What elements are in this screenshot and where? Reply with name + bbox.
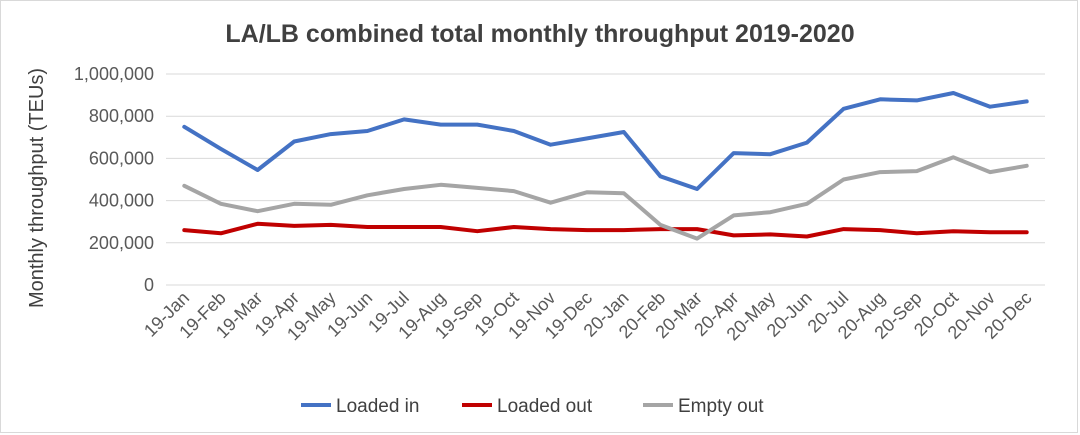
y-tick-label: 600,000 [89,148,154,168]
y-tick-label: 0 [144,275,154,295]
chart-title: LA/LB combined total monthly throughput … [225,20,854,48]
legend-label-loaded-in: Loaded in [336,396,419,417]
x-axis-ticks: 19-Jan19-Feb19-Mar19-Apr19-May19-Jun19-J… [140,288,1035,345]
legend-label-empty-out: Empty out [678,396,764,417]
series-lines [182,91,1029,241]
y-tick-label: 200,000 [89,233,154,253]
legend-label-loaded-out: Loaded out [497,396,593,417]
y-tick-label: 1,000,000 [74,64,154,84]
series-line-loaded-out [182,221,1029,239]
gridlines [166,73,1045,286]
legend: Loaded in Loaded out Empty out [301,396,764,417]
y-axis-label: Monthly throughput (TEUs) [26,68,48,308]
y-axis-ticks: 0 200,000 400,000 600,000 800,000 1,000,000 [74,64,154,295]
series-line-empty-out [182,155,1029,241]
series-line-loaded-in [182,91,1029,191]
y-tick-label: 400,000 [89,191,154,211]
y-tick-label: 800,000 [89,106,154,126]
